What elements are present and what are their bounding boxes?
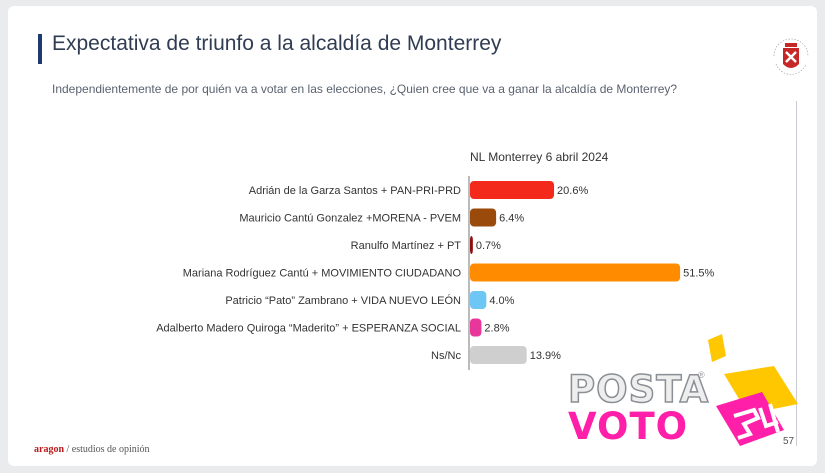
title-accent-bar [38,34,42,64]
bar-chart: NL Monterrey 6 abril 2024 Adrián de la G… [156,150,715,370]
category-label: Ranulfo Martínez + PT [351,240,462,252]
category-label: Adrián de la Garza Santos + PAN-PRI-PRD [249,185,461,197]
bar [470,208,497,227]
category-label: Ns/Nc [431,350,461,362]
category-label: Mauricio Cantú Gonzalez +MORENA - PVEM [239,213,461,225]
brand-name: aragon [34,444,64,455]
page-title: Expectativa de triunfo a la alcaldía de … [52,32,502,55]
watermark-registered: ® [698,370,705,380]
category-label: Patricio “Pato” Zambrano + VIDA NUEVO LE… [225,294,461,307]
right-divider [796,101,797,446]
value-label: 51.5% [683,268,714,280]
value-label: 0.7% [476,240,501,252]
bar [470,181,555,199]
value-label: 2.8% [484,323,509,335]
seal-logo-icon [773,38,809,75]
value-label: 6.4% [499,213,524,225]
watermark-voto: VOTO [568,405,689,448]
watermark-posta: POSTA [567,367,710,412]
footer-brand: aragon / estudios de opinión [34,444,150,455]
bar [470,346,527,364]
bar [470,236,473,254]
value-label: 13.9% [530,350,561,362]
posta-voto-watermark: POSTA ® VOTO [556,334,806,452]
chart-series-label: NL Monterrey 6 abril 2024 [470,150,609,164]
bar [470,291,487,309]
question-subtitle: Independientemente de por quién va a vot… [52,82,678,96]
page-number: 57 [783,436,795,447]
posta-voto-24-logo-icon [708,334,798,446]
value-label: 20.6% [557,185,588,197]
slide: Expectativa de triunfo a la alcaldía de … [8,6,817,466]
category-label: Mariana Rodríguez Cantú + MOVIMIENTO CIU… [183,268,462,280]
brand-tagline: / estudios de opinión [64,444,150,455]
value-label: 4.0% [489,295,514,307]
bar [470,263,681,282]
category-label: Adalberto Madero Quiroga “Maderito” + ES… [156,323,461,335]
bar [470,318,482,337]
